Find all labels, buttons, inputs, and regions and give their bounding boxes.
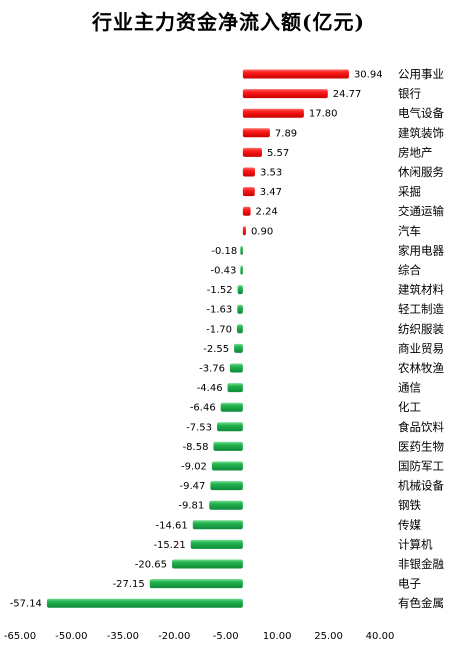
value-label-12: -1.52	[207, 285, 233, 296]
category-label-12: 建筑材料	[398, 283, 444, 297]
x-tick-label-5: -5.00	[213, 631, 239, 642]
category-label-28: 有色金属	[398, 596, 444, 610]
category-label-2: 银行	[398, 87, 421, 101]
value-label-25: -15.21	[153, 540, 185, 551]
value-label-17: -4.46	[197, 383, 223, 394]
category-label-6: 休闲服务	[398, 165, 444, 179]
category-label-4: 建筑装饰	[398, 126, 444, 140]
x-tick-label-2: -50.00	[55, 631, 87, 642]
value-label-1: 30.94	[354, 70, 383, 81]
value-label-23: -9.81	[178, 501, 204, 512]
bar-27	[149, 579, 243, 589]
bar-13	[237, 304, 243, 314]
bar-14	[237, 324, 243, 334]
category-label-20: 医药生物	[398, 439, 444, 453]
value-label-7: 3.47	[260, 187, 282, 198]
bar-15	[234, 343, 243, 353]
bar-9	[242, 226, 246, 236]
value-label-2: 24.77	[333, 89, 362, 100]
value-label-13: -1.63	[206, 305, 232, 316]
category-label-10: 家用电器	[398, 243, 444, 257]
x-tick-label-3: -35.00	[107, 631, 139, 642]
value-label-21: -9.02	[181, 462, 207, 473]
value-label-5: 5.57	[267, 148, 289, 159]
value-label-22: -9.47	[180, 481, 206, 492]
bars-layer	[46, 69, 349, 608]
bar-5	[242, 147, 262, 157]
category-label-9: 汽车	[398, 224, 421, 238]
bar-3	[242, 108, 304, 118]
category-label-13: 轻工制造	[398, 302, 444, 316]
category-label-21: 国防军工	[398, 459, 444, 473]
category-label-7: 采掘	[398, 185, 421, 199]
value-label-26: -20.65	[135, 560, 167, 571]
bar-25	[190, 539, 243, 549]
bar-20	[213, 441, 243, 451]
value-label-27: -27.15	[113, 579, 145, 590]
bar-11	[240, 265, 243, 275]
category-label-25: 计算机	[398, 537, 433, 551]
bar-21	[211, 461, 243, 471]
bar-12	[237, 285, 243, 295]
value-label-4: 7.89	[275, 128, 297, 139]
category-label-3: 电气设备	[398, 106, 444, 120]
value-label-19: -7.53	[186, 422, 212, 433]
bar-28	[46, 598, 243, 608]
bar-8	[242, 206, 251, 216]
chart-title: 行业主力资金净流入额(亿元)	[92, 10, 365, 34]
x-tick-label-6: 10.00	[263, 631, 292, 642]
bar-23	[209, 500, 243, 510]
category-label-1: 公用事业	[398, 67, 444, 81]
x-tick-label-1: -65.00	[4, 631, 36, 642]
bar-22	[210, 481, 243, 491]
category-label-22: 机械设备	[398, 479, 444, 493]
value-label-24: -14.61	[156, 520, 188, 531]
category-label-23: 钢铁	[398, 498, 421, 512]
bar-1	[242, 69, 349, 79]
value-label-20: -8.58	[183, 442, 209, 453]
x-tick-label-7: 25.00	[314, 631, 343, 642]
value-label-14: -1.70	[206, 324, 232, 335]
category-label-15: 商业贸易	[398, 341, 444, 355]
x-tick-label-4: -20.00	[158, 631, 190, 642]
bar-4	[242, 128, 270, 138]
bar-18	[220, 402, 243, 412]
bar-17	[227, 383, 243, 393]
category-label-8: 交通运输	[398, 204, 444, 218]
bar-26	[172, 559, 243, 569]
x-axis: -65.00 -50.00 -35.00 -20.00 -5.00 10.00 25.00 4…	[4, 631, 394, 642]
value-label-6: 3.53	[260, 168, 282, 179]
category-label-26: 非银金融	[398, 557, 444, 571]
category-label-5: 房地产	[398, 145, 433, 159]
bar-19	[217, 422, 243, 432]
category-label-27: 电子	[398, 577, 421, 591]
category-label-11: 综合	[398, 263, 421, 277]
bar-6	[242, 167, 255, 177]
category-label-18: 化工	[398, 400, 421, 414]
category-label-16: 农林牧渔	[398, 361, 444, 375]
bar-10	[240, 245, 243, 255]
x-tick-label-8: 40.00	[366, 631, 395, 642]
category-label-24: 传媒	[398, 518, 421, 532]
value-label-9: 0.90	[251, 226, 273, 237]
bar-7	[242, 187, 255, 197]
value-label-10: -0.18	[211, 246, 237, 257]
bar-24	[192, 520, 243, 530]
value-label-28: -57.14	[10, 599, 42, 610]
labels-layer: 30.94 公用事业 24.77 银行 17.80 电气设备 7.89 建筑装饰 5.57 房地产…	[10, 67, 445, 610]
category-label-14: 纺织服装	[398, 322, 444, 336]
value-label-16: -3.76	[199, 364, 225, 375]
value-label-11: -0.43	[211, 266, 237, 277]
value-label-15: -2.55	[203, 344, 229, 355]
value-label-3: 17.80	[309, 109, 338, 120]
value-label-8: 2.24	[256, 207, 278, 218]
bar-16	[229, 363, 243, 373]
category-label-19: 食品饮料	[398, 420, 444, 434]
bar-2	[242, 89, 328, 99]
category-label-17: 通信	[398, 381, 421, 395]
value-label-18: -6.46	[190, 403, 216, 414]
